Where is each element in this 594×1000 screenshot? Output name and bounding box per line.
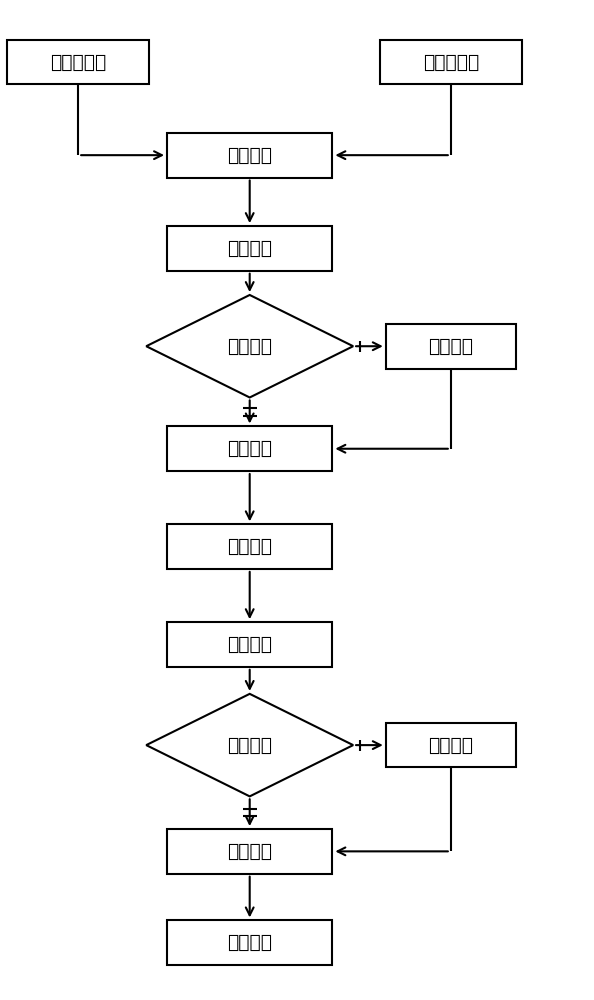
Text: 相序调整: 相序调整 (428, 736, 473, 755)
Text: 极性反转: 极性反转 (428, 337, 473, 356)
Text: 极性计算: 极性计算 (227, 239, 272, 258)
FancyBboxPatch shape (380, 40, 522, 84)
Polygon shape (146, 295, 353, 397)
Text: 电压互感器: 电压互感器 (422, 52, 479, 71)
Text: 相序判断: 相序判断 (227, 736, 272, 755)
FancyBboxPatch shape (167, 829, 333, 874)
FancyBboxPatch shape (7, 40, 149, 84)
Text: 极性判断: 极性判断 (227, 337, 272, 356)
Text: 数据收集: 数据收集 (227, 537, 272, 556)
Text: 极性校准: 极性校准 (227, 439, 272, 458)
FancyBboxPatch shape (167, 426, 333, 471)
FancyBboxPatch shape (386, 723, 516, 767)
FancyBboxPatch shape (167, 920, 333, 965)
FancyBboxPatch shape (167, 226, 333, 271)
Text: 数据采集: 数据采集 (227, 146, 272, 165)
Text: 相序校准: 相序校准 (227, 842, 272, 861)
FancyBboxPatch shape (167, 133, 333, 178)
Text: 电流互感器: 电流互感器 (50, 52, 106, 71)
FancyBboxPatch shape (386, 324, 516, 369)
Polygon shape (146, 694, 353, 796)
Text: 相角计算: 相角计算 (227, 635, 272, 654)
FancyBboxPatch shape (167, 524, 333, 569)
Text: 输出相序: 输出相序 (227, 933, 272, 952)
FancyBboxPatch shape (167, 622, 333, 667)
